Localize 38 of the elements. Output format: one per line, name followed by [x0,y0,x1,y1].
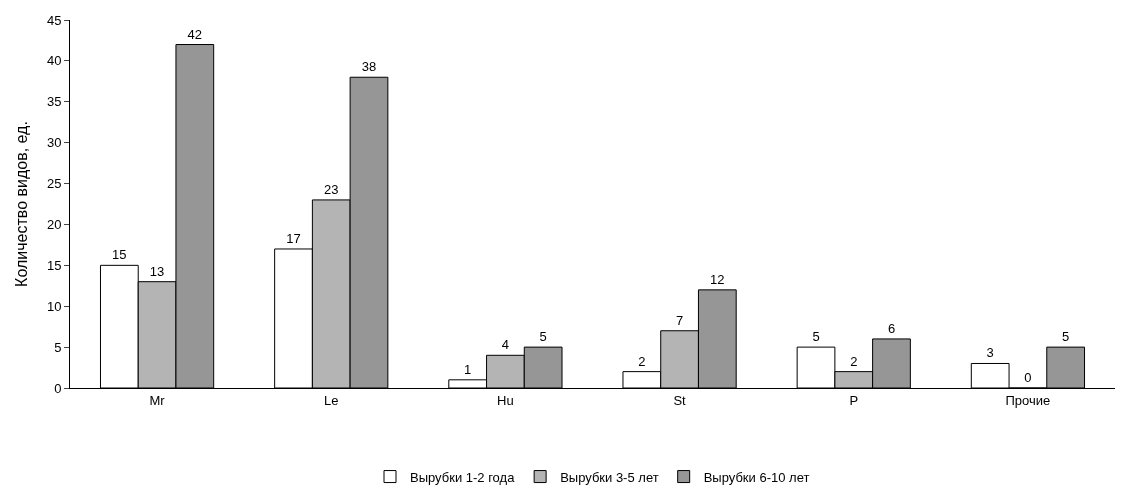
data-label: 17 [286,230,301,246]
data-label: 4 [501,337,510,353]
legend-label: Вырубки 1-2 года [410,469,516,485]
x-tick-label: Hu [497,392,514,408]
legend-label: Вырубки 3-5 лет [560,469,659,485]
x-tick-label: Le [324,392,339,408]
data-label: 6 [887,320,896,336]
x-tick-label: P [849,392,859,408]
x-tick-label: St [673,392,687,408]
y-tick-label: 15 [46,257,62,273]
data-label: 1 [464,361,472,377]
data-label: 3 [986,345,994,361]
y-axis-title: Количество видов, ед. [12,121,30,287]
x-tick-label: Mr [149,392,166,408]
y-tick-label: 35 [46,94,62,110]
data-label: 2 [638,353,646,369]
data-label: 42 [187,26,203,42]
data-label: 12 [710,271,725,287]
data-label: 15 [112,247,127,263]
data-label: 13 [149,263,165,279]
y-tick-label: 25 [46,176,62,192]
x-tick-label: Прочие [1005,392,1051,408]
data-label: 0 [1024,370,1032,385]
data-label: 5 [539,329,547,345]
data-label: 38 [361,59,377,75]
y-tick-label: 10 [46,298,62,314]
y-tick-label: 5 [54,339,62,355]
y-tick-label: 30 [46,135,62,151]
data-label: 7 [675,312,684,328]
y-tick-label: 40 [46,53,62,69]
data-label: 5 [1062,329,1070,345]
legend-label: Вырубки 6-10 лет [703,469,810,485]
y-tick-label: 20 [46,216,62,232]
y-tick-label: 0 [54,380,62,396]
data-label: 2 [850,353,858,369]
data-label: 5 [812,329,820,345]
data-label: 23 [324,181,339,197]
y-tick-label: 45 [46,12,62,28]
